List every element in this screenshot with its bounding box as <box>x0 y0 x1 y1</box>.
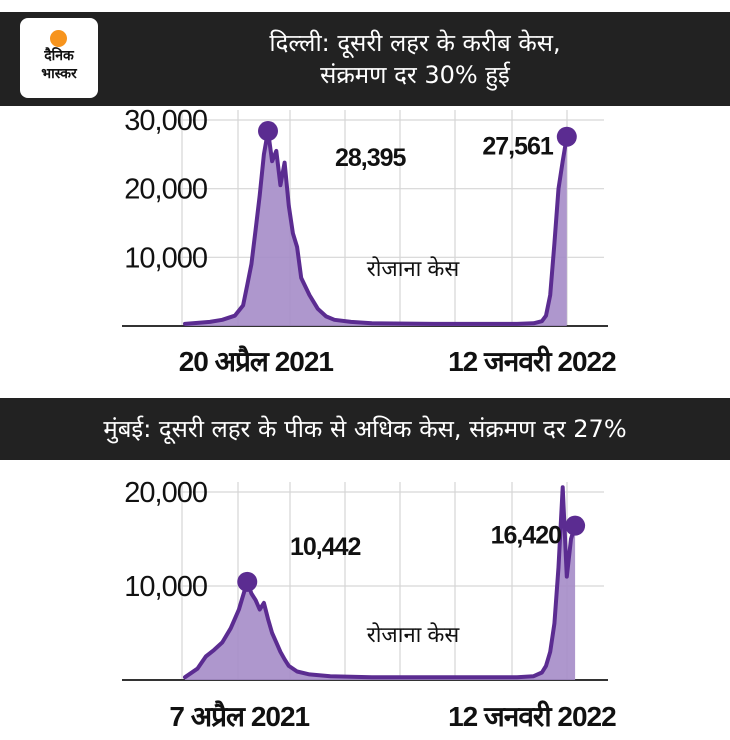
mumbai-series-label: रोजाना केस <box>367 622 461 647</box>
mumbai-xtick-label: 7 अप्रैल 2021 <box>169 700 309 732</box>
mumbai-chart: 10,000 20,000 10,442 16,420 रोजाना केस 7 अप्र… <box>0 460 730 740</box>
header-banner: दैनिक भास्कर दिल्ली: दूसरी लहर के करीब क… <box>0 12 730 106</box>
mumbai-chart-svg: 10,000 20,000 10,442 16,420 रोजाना केस 7 अप्र… <box>122 477 617 732</box>
delhi-xtick-label: 20 अप्रैल 2021 <box>179 345 334 377</box>
delhi-peak-marker <box>556 126 577 147</box>
delhi-data-label: 28,395 <box>335 144 407 172</box>
delhi-title-line1: दिल्ली: दूसरी लहर के करीब केस, <box>269 29 561 57</box>
mumbai-xtick-label: 12 जनवरी 2022 <box>448 700 616 732</box>
logo-line2: भास्कर <box>41 66 77 82</box>
delhi-series-line <box>183 129 569 326</box>
delhi-xtick-label: 12 जनवरी 2022 <box>448 345 616 377</box>
mumbai-series-area <box>185 487 576 680</box>
delhi-chart: 10,000 20,000 30,000 28,395 27,561 रोजाना केस… <box>0 106 730 398</box>
delhi-ytick-label: 10,000 <box>124 242 207 274</box>
delhi-peak-marker <box>258 121 278 142</box>
mumbai-data-label: 16,420 <box>491 522 562 550</box>
logo-line1: दैनिक <box>44 48 74 64</box>
dainik-bhaskar-logo[interactable]: दैनिक भास्कर <box>20 18 98 98</box>
logo-sun-icon <box>50 30 67 47</box>
mumbai-peak-marker <box>565 515 586 536</box>
delhi-series-area <box>185 131 567 326</box>
mumbai-banner: मुंबई: दूसरी लहर के पीक से अधिक केस, संक… <box>0 398 730 460</box>
delhi-title-line2: संक्रमण दर 30% हुई <box>320 61 510 89</box>
mumbai-ytick-label: 20,000 <box>124 477 207 509</box>
delhi-ytick-label: 30,000 <box>124 106 207 137</box>
delhi-ytick-label: 20,000 <box>124 174 207 206</box>
delhi-chart-svg: 10,000 20,000 30,000 28,395 27,561 रोजाना केस… <box>122 106 617 377</box>
mumbai-data-label: 10,442 <box>290 533 361 561</box>
mumbai-series-line <box>183 485 578 680</box>
mumbai-ytick-label: 10,000 <box>124 571 207 603</box>
delhi-data-label: 27,561 <box>482 133 554 161</box>
delhi-series-label: रोजाना केस <box>367 256 461 281</box>
mumbai-peak-marker <box>237 571 258 592</box>
mumbai-title: मुंबई: दूसरी लहर के पीक से अधिक केस, संक… <box>103 415 627 443</box>
